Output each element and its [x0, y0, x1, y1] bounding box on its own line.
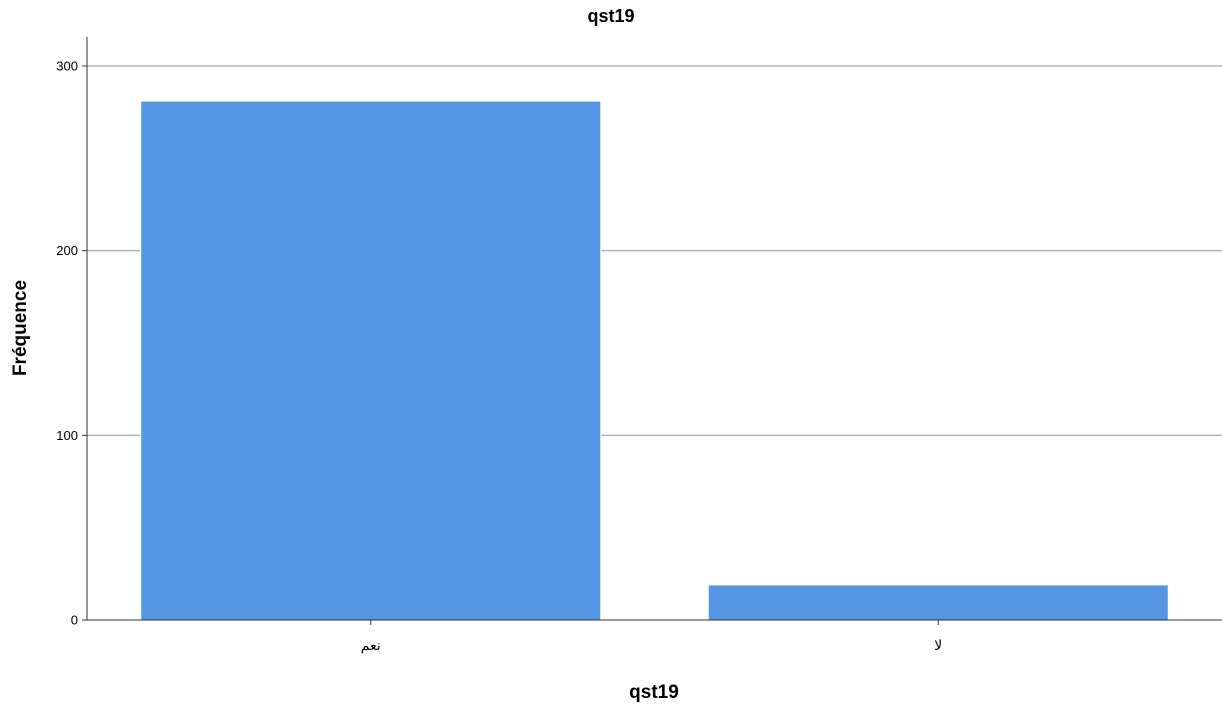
bars	[141, 101, 1169, 620]
x-axis-ticks: نعم لا	[361, 620, 942, 654]
y-tick-label: 300	[56, 59, 78, 74]
x-axis-label: qst19	[629, 682, 679, 703]
bar-1	[141, 101, 601, 620]
y-tick-label: 200	[56, 243, 78, 258]
y-axis-ticks: 0 100 200 300	[56, 59, 87, 628]
x-tick-label: لا	[934, 637, 942, 653]
bar-2	[708, 585, 1168, 620]
chart-title: qst19	[587, 6, 634, 26]
x-tick-label: نعم	[361, 637, 381, 654]
y-tick-label: 0	[71, 613, 78, 628]
y-axis-label: Fréquence	[10, 280, 31, 376]
y-tick-label: 100	[56, 428, 78, 443]
